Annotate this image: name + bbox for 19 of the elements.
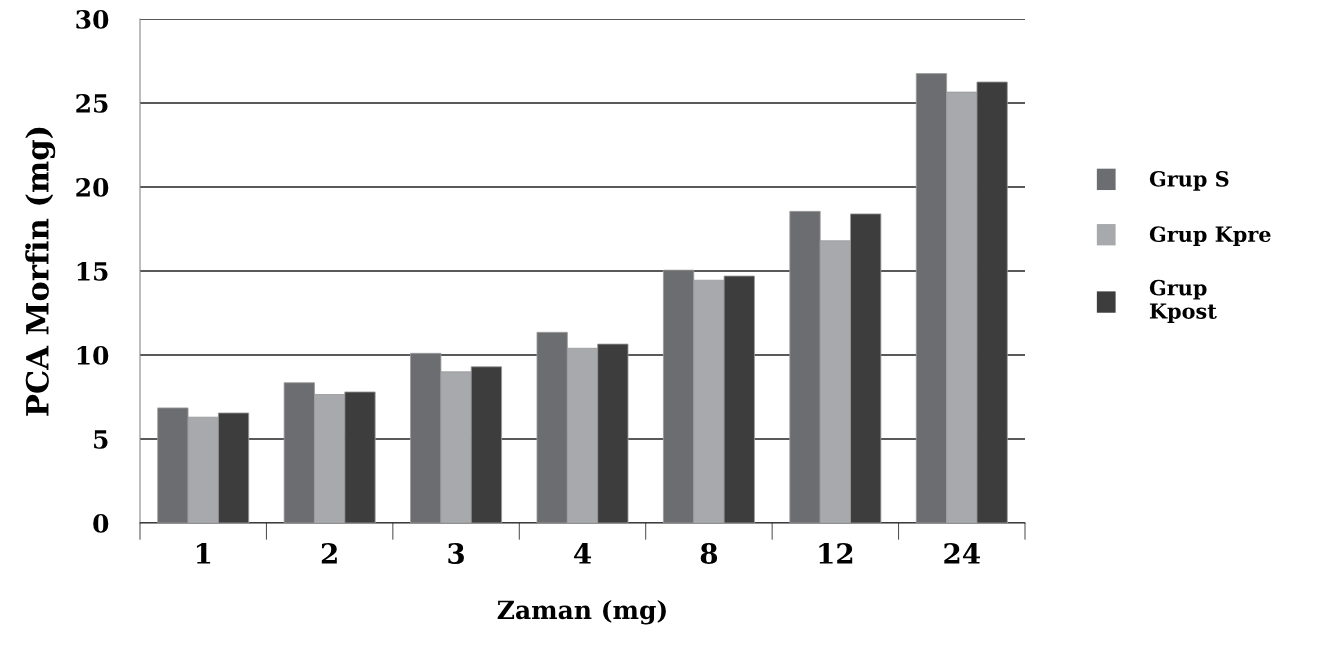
x-tick-label: 2 xyxy=(321,542,337,564)
y-tick-label: 25 xyxy=(76,93,108,113)
y-tick-label: 20 xyxy=(76,177,109,197)
y-tick-label: 5 xyxy=(94,430,108,449)
x-tick-label: 12 xyxy=(819,542,853,564)
y-tick-label: 30 xyxy=(76,9,109,29)
x-axis-title: Zaman (mg) xyxy=(497,599,666,625)
y-axis-title: PCA Morfin (mg) xyxy=(25,127,56,416)
x-tick-label: 3 xyxy=(448,542,464,564)
y-tick-label: 15 xyxy=(77,261,108,281)
legend-label: Grup Kpost xyxy=(1149,279,1217,323)
x-tick-label: 24 xyxy=(944,542,980,564)
y-tick-label: 0 xyxy=(93,513,109,533)
legend-label: Grup S xyxy=(1149,170,1229,191)
x-tick-label: 1 xyxy=(196,542,211,564)
y-tick-label: 10 xyxy=(77,345,109,365)
legend-label: Grup Kpre xyxy=(1149,226,1271,247)
x-tick-label: 4 xyxy=(573,542,592,564)
x-tick-label: 8 xyxy=(700,542,718,564)
